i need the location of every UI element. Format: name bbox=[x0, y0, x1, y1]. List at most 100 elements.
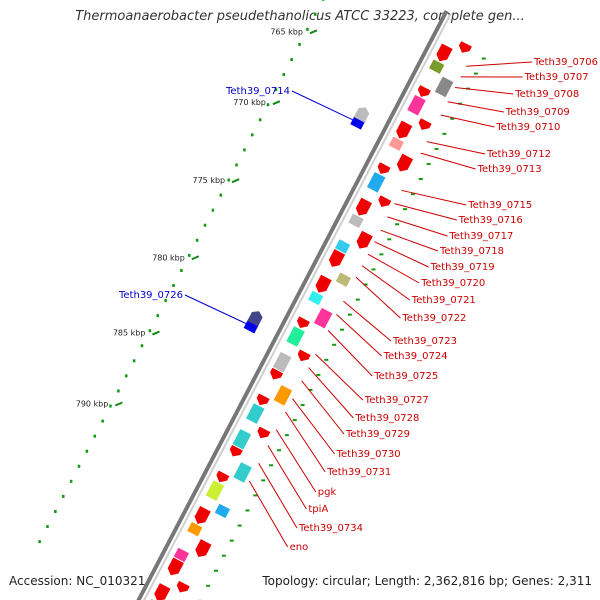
scale-dot bbox=[258, 118, 262, 122]
cds-rect bbox=[173, 547, 190, 563]
cds-rect bbox=[429, 59, 445, 74]
feature-dot bbox=[473, 72, 478, 75]
gene-label: tpiA bbox=[308, 504, 328, 515]
label-leader bbox=[292, 398, 335, 455]
feature-dot bbox=[481, 57, 486, 60]
scale-tick-label: 770 kbp bbox=[233, 98, 266, 107]
scale-dot bbox=[314, 12, 317, 16]
cds-arrow bbox=[229, 444, 243, 457]
cds-block bbox=[308, 290, 324, 306]
scale-dot bbox=[46, 525, 49, 529]
feature-dot bbox=[418, 178, 423, 181]
label-leader-reverse bbox=[291, 90, 353, 121]
cds-block bbox=[378, 195, 392, 207]
cds-block bbox=[256, 393, 270, 406]
label-leader bbox=[380, 229, 439, 252]
feature-dot bbox=[206, 584, 211, 587]
cds-arrow bbox=[297, 349, 311, 362]
feature-dot bbox=[426, 162, 431, 165]
cds-arrow bbox=[194, 506, 211, 524]
feature-dot bbox=[229, 539, 234, 542]
cds-block bbox=[176, 580, 190, 593]
cds-block bbox=[418, 118, 432, 130]
cds-rect bbox=[272, 351, 292, 373]
gene-label: Teth39_0712 bbox=[486, 149, 551, 160]
feature-dot bbox=[308, 388, 313, 391]
cds-arrow bbox=[167, 557, 184, 576]
scale-dot bbox=[77, 464, 81, 468]
cds-block bbox=[407, 94, 426, 116]
cds-rect bbox=[348, 213, 364, 229]
label-leader bbox=[447, 101, 504, 113]
label-leaders bbox=[184, 61, 533, 548]
label-leader bbox=[248, 480, 289, 548]
label-leader bbox=[374, 241, 429, 268]
scale-dot bbox=[219, 193, 223, 197]
cds-block bbox=[335, 272, 351, 287]
feature-dot bbox=[355, 298, 360, 301]
cds-rect bbox=[205, 480, 225, 501]
cds-arrow bbox=[377, 162, 391, 174]
cds-rect bbox=[187, 522, 203, 537]
cds-rect bbox=[232, 428, 252, 450]
feature-dot bbox=[395, 223, 400, 226]
backbone-highlight bbox=[143, 12, 452, 600]
cds-block bbox=[195, 539, 212, 558]
cds-arrow bbox=[356, 230, 373, 249]
scale-dot bbox=[298, 42, 301, 46]
feature-dot bbox=[332, 343, 337, 346]
scale-tick bbox=[114, 401, 123, 407]
label-leader bbox=[420, 152, 476, 170]
cds-block bbox=[246, 403, 265, 424]
gene-label: Teth39_0717 bbox=[448, 231, 513, 242]
cds-arrow bbox=[270, 367, 284, 380]
cds-arrow bbox=[417, 85, 431, 97]
scale-dot bbox=[109, 404, 112, 408]
label-leader bbox=[367, 253, 420, 284]
cds-block bbox=[232, 428, 252, 450]
scale-dot bbox=[290, 58, 293, 62]
scale-dot bbox=[180, 268, 183, 272]
label-leader bbox=[301, 380, 345, 435]
cds-rect bbox=[246, 403, 265, 424]
feature-dot bbox=[434, 147, 439, 150]
gene-label: Teth39_0716 bbox=[458, 215, 523, 226]
scale-dot bbox=[38, 540, 41, 544]
scale-dot bbox=[274, 88, 278, 92]
scale-dot bbox=[188, 253, 191, 257]
scale-dot bbox=[282, 73, 286, 77]
feature-dot bbox=[316, 373, 321, 376]
cds-block bbox=[194, 506, 211, 524]
scale-dot bbox=[235, 163, 238, 167]
cds-block bbox=[417, 85, 431, 97]
scale-dot bbox=[321, 0, 325, 1]
cds-block bbox=[377, 162, 391, 174]
feature-dot bbox=[300, 404, 305, 407]
gene-label: Teth39_0724 bbox=[383, 351, 448, 362]
cds-block bbox=[434, 76, 454, 98]
scale-tick-label: 790 kbp bbox=[76, 399, 109, 408]
cds-block bbox=[229, 444, 243, 457]
gene-label: Teth39_0720 bbox=[420, 278, 485, 289]
cds-arrow bbox=[195, 539, 212, 558]
feature-dot bbox=[324, 358, 329, 361]
scale-dot bbox=[125, 374, 128, 378]
gene-label-reverse: Teth39_0714 bbox=[225, 86, 290, 97]
cds-block bbox=[396, 153, 414, 172]
cds-arrow bbox=[355, 197, 373, 216]
scale-dot bbox=[251, 133, 254, 137]
scale-dot bbox=[93, 434, 97, 438]
scale-dot bbox=[243, 148, 246, 152]
cds-block bbox=[334, 239, 351, 254]
scale-dot bbox=[211, 208, 215, 212]
feature-dot bbox=[371, 268, 376, 271]
cds-block bbox=[296, 316, 310, 329]
cds-rect bbox=[313, 307, 333, 329]
gene-label: Teth39_0706 bbox=[533, 57, 598, 68]
cds-arrow bbox=[396, 153, 414, 172]
gene-label: Teth39_0710 bbox=[495, 122, 560, 133]
cds-rect bbox=[334, 239, 351, 254]
gene-label: Teth39_0715 bbox=[467, 200, 532, 211]
scale-dot bbox=[172, 283, 175, 287]
